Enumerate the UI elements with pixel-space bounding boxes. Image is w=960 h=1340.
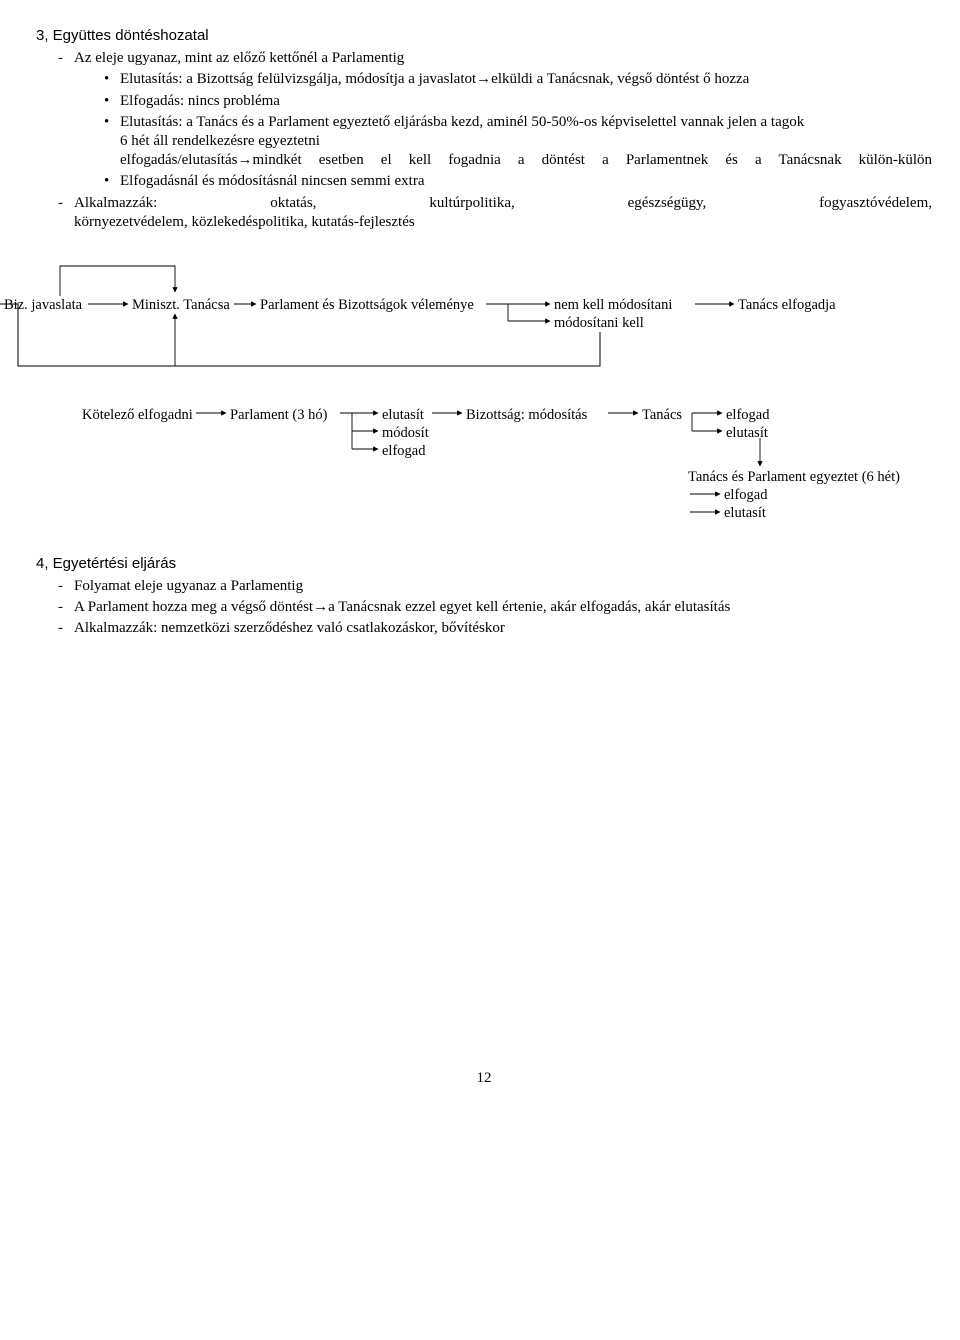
s3-bullet-list: Elutasítás: a Bizottság felülvizsgálja, … [74, 70, 932, 191]
fl-nemkell: nem kell módosítani [554, 296, 672, 315]
s3-alk-c2: kultúrpolitika, [429, 194, 514, 213]
fl-miniszt: Miniszt. Tanácsa [132, 296, 230, 315]
fl-parl3ho: Parlament (3 hó) [230, 406, 327, 425]
s4-d2: A Parlament hozza meg a végső döntést→a … [58, 598, 932, 617]
flowchart: Biz. javaslata Miniszt. Tanácsa Parlamen… [0, 238, 960, 528]
fl-elutasit-1: elutasít [382, 406, 424, 425]
s3-alk-row: Alkalmazzák: oktatás, kultúrpolitika, eg… [74, 194, 932, 213]
fl-elfogad-1: elfogad [382, 442, 425, 461]
s3-b3: Elutasítás: a Tanács és a Parlament egye… [104, 113, 932, 171]
s3-alk-c1: oktatás, [270, 194, 316, 213]
s4-d3: Alkalmazzák: nemzetközi szerződéshez val… [58, 619, 932, 638]
s3-b3a: Elutasítás: a Tanács és a Parlament egye… [120, 113, 932, 132]
fl-elfogad-2: elfogad [726, 406, 769, 425]
s3-b3c: elfogadás/elutasítás→mindkét esetben el … [120, 151, 932, 170]
section-4-list: Folyamat eleje ugyanaz a Parlamentig A P… [36, 577, 932, 639]
section-4-title: 4, Egyetértési eljárás [36, 554, 932, 573]
fl-biz: Biz. javaslata [4, 296, 82, 315]
fl-tanacs-elf: Tanács elfogadja [738, 296, 836, 315]
s3-d1: Az eleje ugyanaz, mint az előző kettőnél… [58, 49, 932, 191]
fl-modosit-1: módosít [382, 424, 429, 443]
page-number: 12 [36, 1069, 932, 1088]
fl-parlvelem: Parlament és Bizottságok véleménye [260, 296, 474, 315]
s3-d1-text: Az eleje ugyanaz, mint az előző kettőnél… [74, 50, 404, 66]
s3-b3b: 6 hét áll rendelkezésre egyeztetni [120, 132, 932, 151]
fl-elutasit-2: elutasít [726, 424, 768, 443]
fl-elutasit-3: elutasít [724, 504, 766, 523]
s3-alk-lhs: Alkalmazzák: [74, 194, 157, 213]
s3-alk: Alkalmazzák: oktatás, kultúrpolitika, eg… [58, 194, 932, 232]
section-3-title: 3, Együttes döntéshozatal [36, 26, 932, 45]
s3-alk-line2: környezetvédelem, közlekedéspolitika, ku… [74, 213, 932, 232]
s3-b1: Elutasítás: a Bizottság felülvizsgálja, … [104, 70, 932, 89]
fl-tanacs: Tanács [642, 406, 682, 425]
fl-tpe6: Tanács és Parlament egyeztet (6 hét) [688, 468, 900, 487]
fl-modkell: módosítani kell [554, 314, 644, 333]
fl-elfogad-3: elfogad [724, 486, 767, 505]
fl-kotelezo: Kötelező elfogadni [82, 406, 193, 425]
s3-b2: Elfogadás: nincs probléma [104, 92, 932, 111]
s3-b4: Elfogadásnál és módosításnál nincsen sem… [104, 172, 932, 191]
s4-d1: Folyamat eleje ugyanaz a Parlamentig [58, 577, 932, 596]
fl-bizmod: Bizottság: módosítás [466, 406, 587, 425]
s3-alk-c4: fogyasztóvédelem, [819, 194, 932, 213]
section-3-list: Az eleje ugyanaz, mint az előző kettőnél… [36, 49, 932, 232]
s3-alk-c3: egészségügy, [628, 194, 707, 213]
